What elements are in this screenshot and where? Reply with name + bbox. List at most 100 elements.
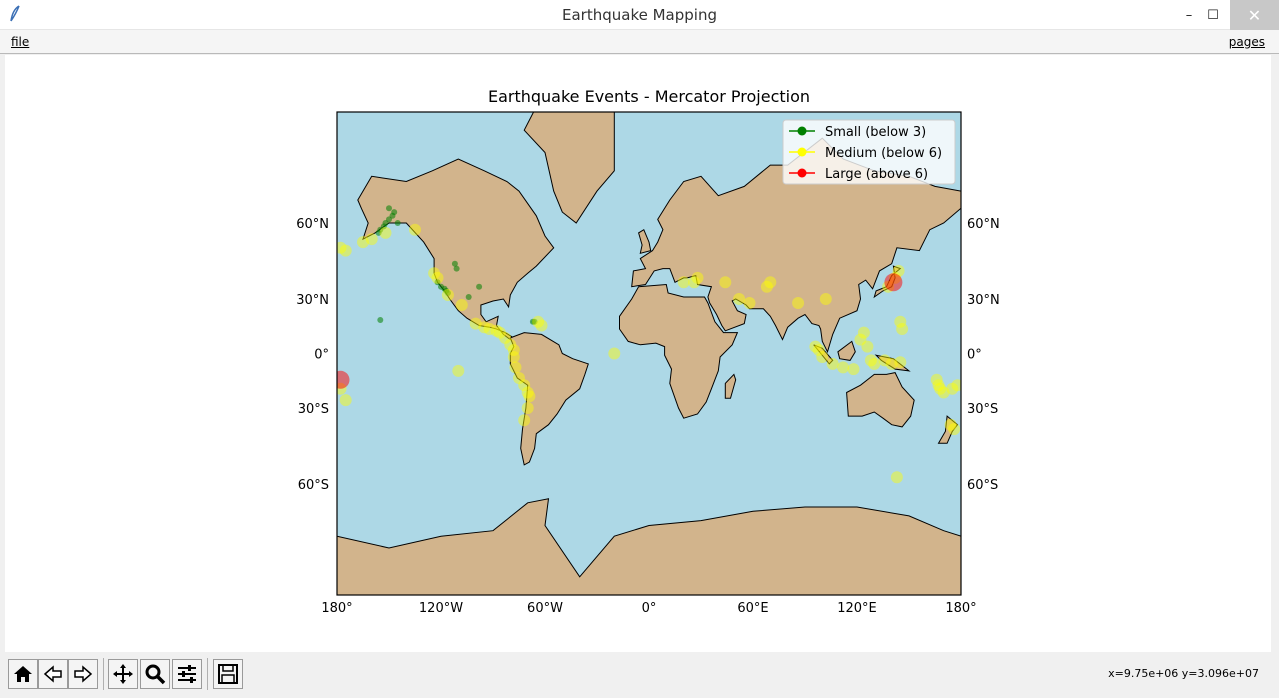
menu-file-label: file [11,35,30,49]
earthquake-point [499,331,512,344]
earthquake-point [428,267,441,280]
close-button[interactable]: ✕ [1230,0,1279,30]
navigation-toolbar: x=9.75e+06 y=3.096e+07 [0,652,1279,698]
y-tick-label-left: 60°N [296,217,329,232]
earthquake-point [688,276,701,289]
chart-title: Earthquake Events - Mercator Projection [488,87,810,106]
y-tick-label-left: 30°S [298,402,329,417]
land-borneo-sumatra [813,344,834,365]
subplots-button[interactable] [172,659,202,689]
earthquake-point [792,297,805,309]
earthquake-point [375,229,382,236]
land-new-guinea [874,354,911,372]
y-tick-label-right: 30°S [967,402,998,417]
floppy-disk-icon [218,664,238,684]
y-tick-label-right: 30°N [967,293,1000,308]
earthquake-point [529,318,536,325]
earthquake-point [394,220,401,226]
earthquake-point [837,361,850,374]
earthquake-point [896,323,909,335]
minimize-button[interactable]: – [1185,7,1193,23]
earthquake-point [357,236,369,249]
earthquake-point [386,205,392,212]
save-button[interactable] [213,659,243,689]
land-antarctica [337,498,961,595]
earthquake-point [493,326,506,339]
title-bar: Earthquake Mapping – ☐ ✕ [0,0,1279,30]
earthquake-point [521,386,534,399]
forward-button[interactable] [68,659,98,689]
menu-pages[interactable]: pages [1229,35,1265,49]
zoom-button[interactable] [140,659,170,689]
pan-button[interactable] [108,659,138,689]
earthquake-point [478,321,491,334]
legend: Small (below 3) Medium (below 6) Large (ab… [782,119,956,185]
arrow-right-icon [74,665,93,683]
y-tick-label-right: 60°S [967,478,998,493]
menu-bar: file pages [0,30,1279,54]
legend-marker [797,147,807,157]
legend-box [782,119,956,185]
earthquake-point [337,370,350,389]
toolbar-separator [207,658,208,690]
earthquake-point [932,379,945,392]
arrow-left-icon [43,665,62,683]
earthquake-point [438,283,444,290]
figure-canvas[interactable]: Earthquake Events - Mercator Projection … [5,55,1271,652]
earthquake-point [826,357,839,370]
x-tick-label: 120°W [419,601,463,616]
land-new-zealand [937,415,959,444]
y-tick-label-left: 30°N [296,293,329,308]
earthquake-point [937,386,950,399]
earthquake-point [476,283,483,290]
maximize-button[interactable]: ☐ [1207,7,1219,23]
landmasses [337,112,961,595]
earthquake-point [455,299,468,311]
earthquake-point [490,324,503,337]
map-layer [337,112,961,595]
menu-file[interactable]: file [11,35,29,49]
earthquake-point [518,379,531,392]
sliders-icon [178,665,196,683]
land-borneo [837,340,856,361]
x-tick-label: 60°E [737,601,768,616]
earthquake-point [934,382,947,395]
earthquake-map-chart[interactable]: Earthquake Events - Mercator Projection … [5,55,1271,652]
earthquake-point [521,402,534,414]
earthquake-point [884,273,903,292]
map-frame [336,111,962,596]
earthquake-point [946,382,959,395]
earthquake-point [453,265,460,272]
earthquake-point [733,293,746,305]
legend-marker [797,168,807,178]
earthquake-point [507,351,520,363]
land-north-america [357,158,555,341]
earthquake-point [504,338,517,351]
magnifier-icon [145,664,166,685]
land-eurasia [631,137,961,354]
earthquake-point [857,326,870,339]
earthquake-point [894,315,907,328]
earthquake-point [339,394,352,407]
earthquake-point [894,356,907,369]
y-tick-label-left: 0° [314,348,329,363]
earthquake-point [691,271,704,284]
earthquake-point [816,351,829,363]
earthquake-point [535,319,548,332]
earthquake-points [337,205,961,484]
earthquake-point [868,357,881,370]
earthquake-point [764,276,777,289]
earthquake-point [819,293,832,305]
earthquake-point [452,364,465,377]
earthquake-point [854,333,867,346]
back-button[interactable] [38,659,68,689]
earthquake-point [365,233,378,246]
earthquake-point [391,209,398,216]
x-tick-label: 120°E [837,601,877,616]
legend-label: Small (below 3) [825,125,926,140]
land-madagascar [724,373,737,399]
earthquake-point [743,297,756,309]
home-button[interactable] [8,659,38,689]
earthquake-point [608,347,621,360]
legend-marker [797,126,807,136]
